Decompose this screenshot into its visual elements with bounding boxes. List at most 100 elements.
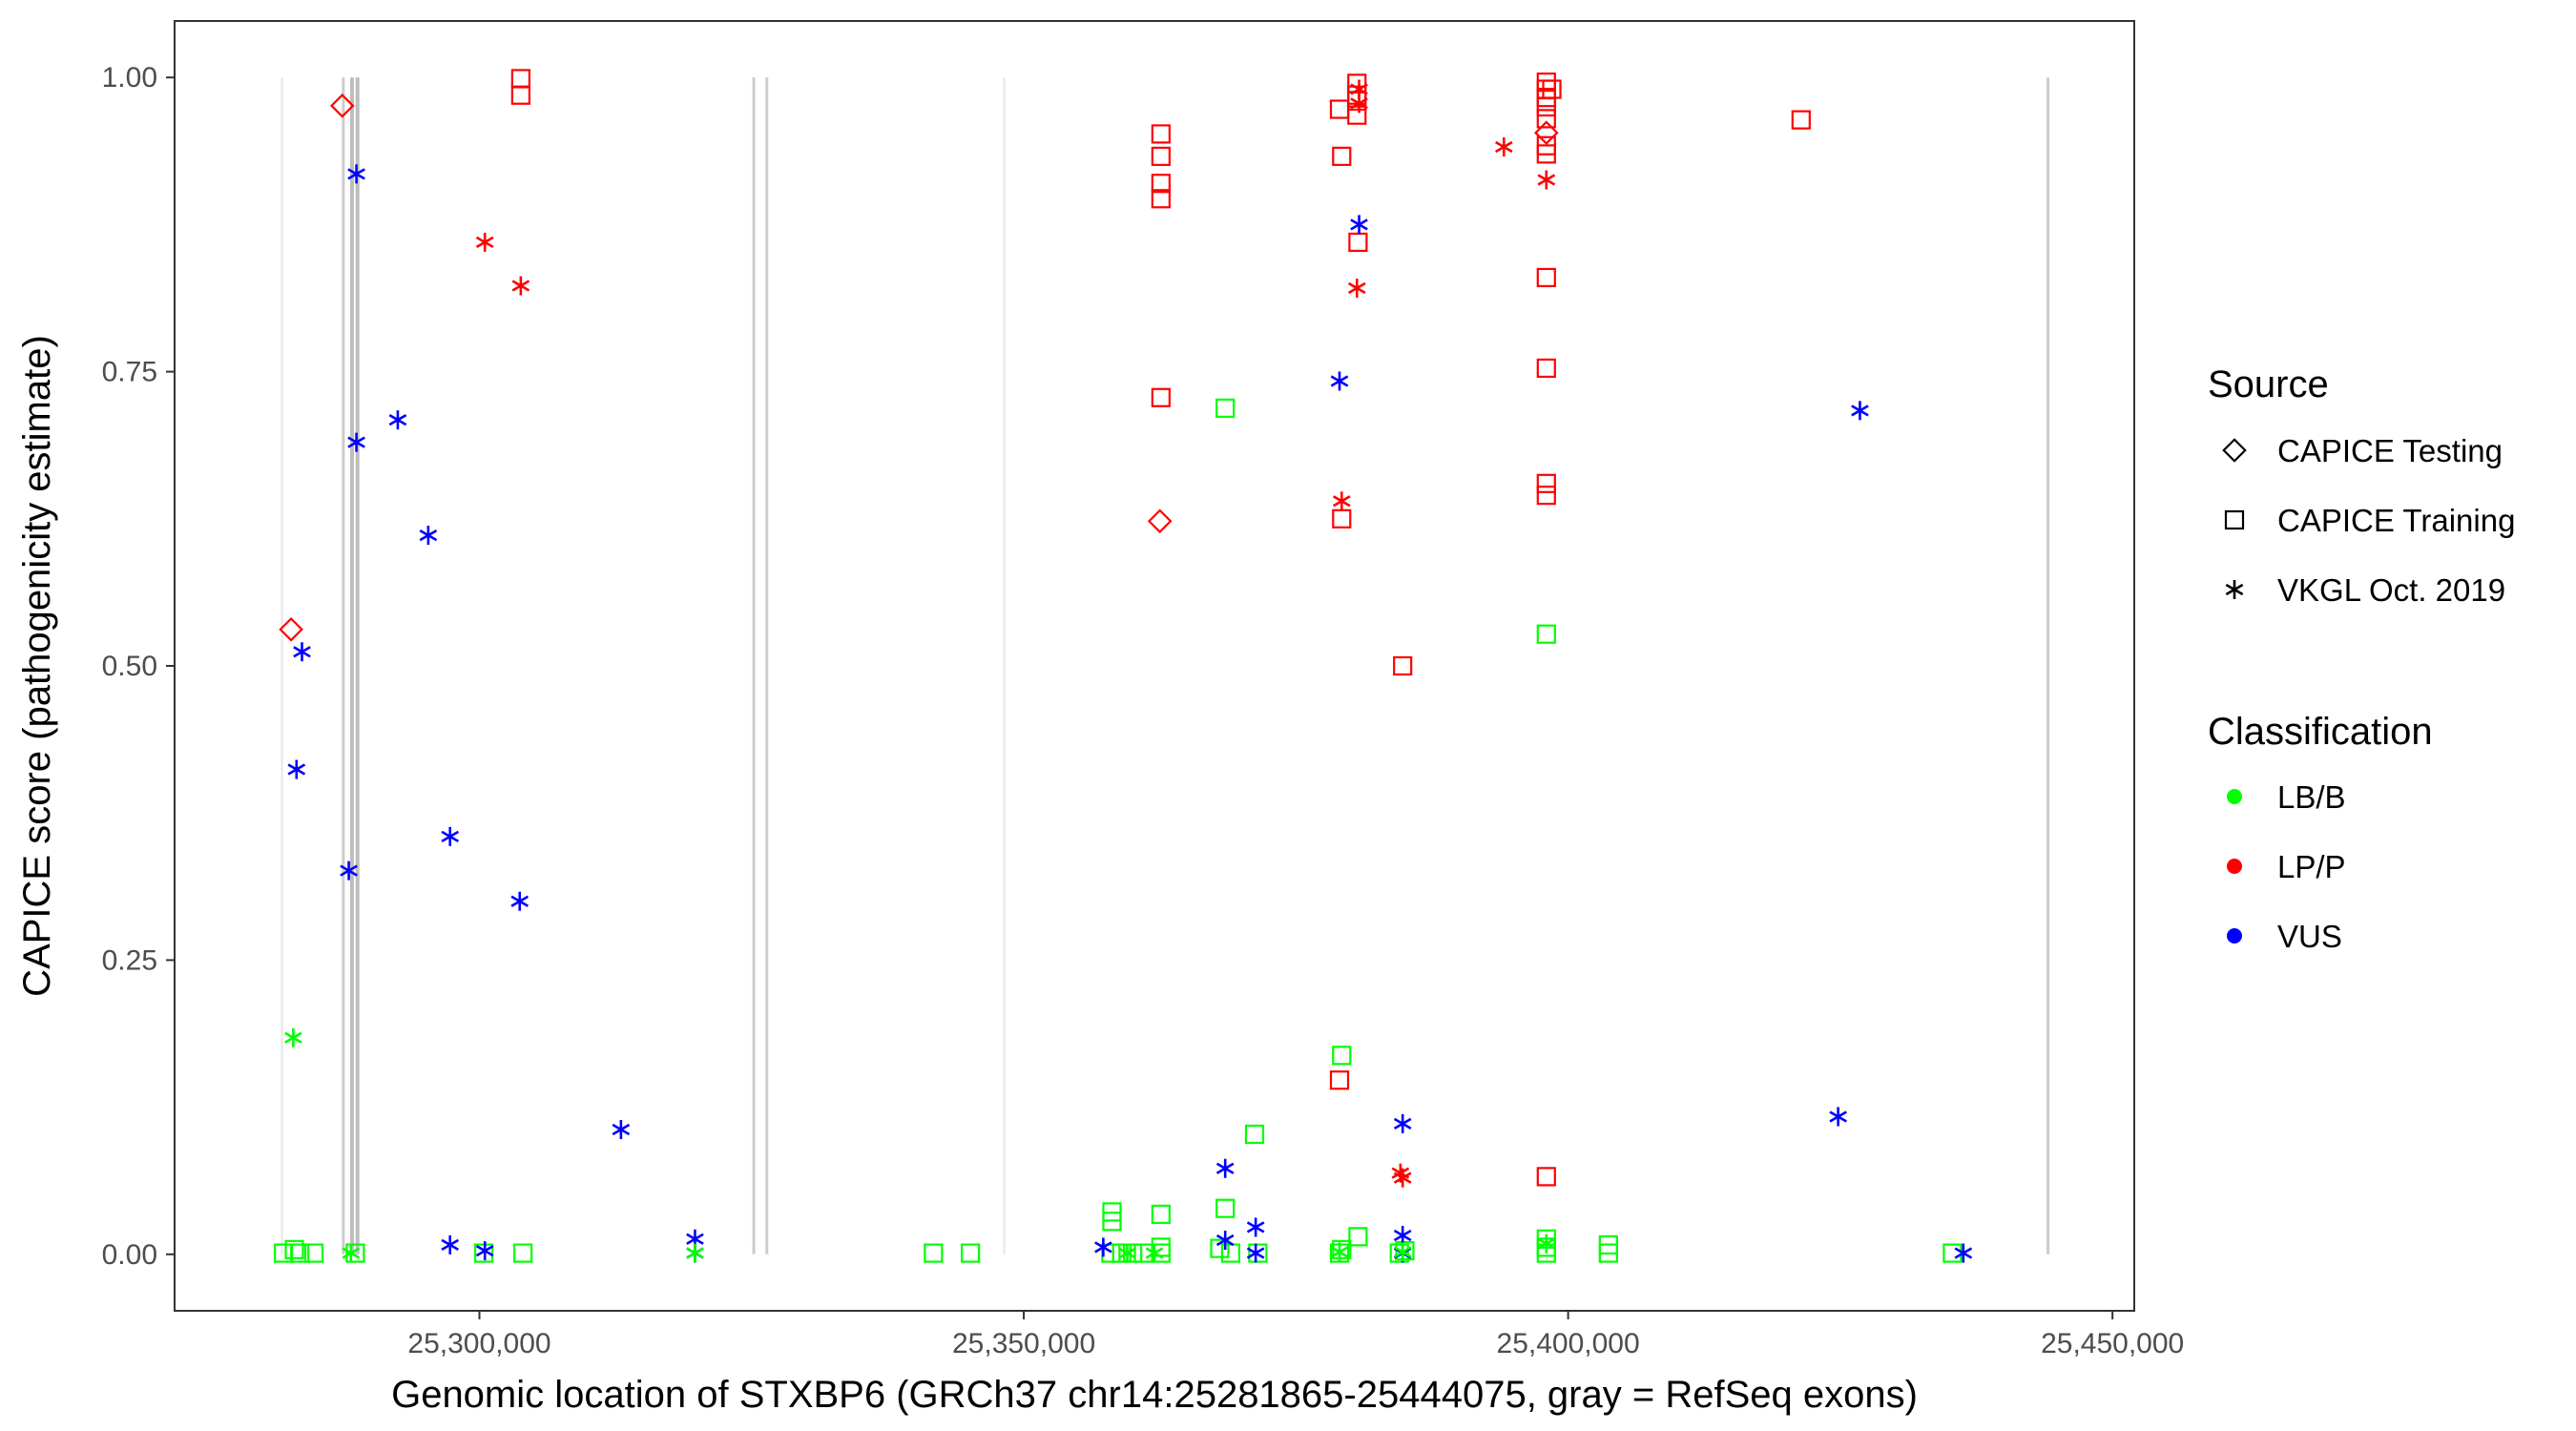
legend-source-label: CAPICE Testing xyxy=(2277,433,2503,468)
x-tick-label: 25,450,000 xyxy=(2041,1328,2184,1359)
data-point xyxy=(347,164,365,184)
legend-dot-icon xyxy=(2227,928,2242,944)
data-point xyxy=(1347,279,1366,299)
data-point xyxy=(1536,1167,1556,1187)
data-point xyxy=(1215,1158,1235,1178)
data-point xyxy=(1151,146,1171,166)
data-point xyxy=(1332,491,1351,511)
data-point xyxy=(612,1120,631,1140)
data-point xyxy=(1151,1204,1171,1224)
data-point xyxy=(1350,93,1368,114)
data-point xyxy=(1330,1242,1349,1262)
data-point xyxy=(1537,170,1556,190)
data-point xyxy=(1094,1237,1112,1257)
data-point xyxy=(511,276,530,296)
x-axis: 25,300,000 25,350,000 25,400,000 25,450,000 xyxy=(407,1311,2184,1359)
data-point xyxy=(1246,1243,1265,1263)
data-point xyxy=(1215,1198,1236,1218)
data-point xyxy=(1350,215,1368,235)
data-point xyxy=(1248,1243,1268,1263)
data-point xyxy=(1215,1230,1235,1250)
data-point xyxy=(303,1243,324,1263)
y-axis-title: CAPICE score (pathogenicity estimate) xyxy=(16,335,58,997)
data-point xyxy=(284,1027,302,1047)
legend-square-icon xyxy=(2224,509,2245,530)
data-point xyxy=(1536,267,1556,288)
data-point xyxy=(1118,1243,1136,1263)
data-point xyxy=(475,1241,494,1261)
x-tick-label: 25,400,000 xyxy=(1497,1328,1640,1359)
legend-classification-items: LB/B LP/P VUS xyxy=(2227,779,2346,954)
data-point xyxy=(924,1243,944,1263)
data-point xyxy=(1536,109,1556,129)
data-point xyxy=(1536,358,1556,379)
data-point xyxy=(513,1243,533,1263)
data-point xyxy=(1151,387,1171,407)
legend-source-title: Source xyxy=(2208,363,2329,405)
data-point xyxy=(1348,1227,1368,1247)
legend-dot-icon xyxy=(2227,789,2242,804)
data-point xyxy=(1145,1243,1164,1263)
data-point xyxy=(1791,110,1811,130)
data-point xyxy=(510,891,530,911)
data-point xyxy=(284,1239,304,1259)
data-point xyxy=(686,1243,704,1263)
legend-dot-icon xyxy=(2227,859,2242,874)
data-point xyxy=(1215,398,1236,418)
legend-diamond-icon xyxy=(2222,438,2247,463)
data-point xyxy=(1210,1238,1230,1258)
data-point xyxy=(1536,473,1556,493)
data-point xyxy=(345,1243,365,1263)
data-point xyxy=(441,1234,460,1255)
data-point xyxy=(510,85,530,105)
data-point xyxy=(388,410,407,430)
data-point xyxy=(287,759,306,779)
data-point xyxy=(329,93,355,118)
data-point xyxy=(1851,401,1869,421)
legend-source-items: CAPICE Testing CAPICE Training VKGL Oct. 2… xyxy=(2222,433,2515,608)
data-point xyxy=(1536,624,1556,644)
data-point xyxy=(1598,1243,1618,1263)
data-point xyxy=(1151,174,1171,194)
data-point xyxy=(347,432,365,452)
legend-classification-label: LP/P xyxy=(2277,849,2346,884)
data-point xyxy=(1536,96,1556,117)
exon-lines xyxy=(280,77,2050,1255)
legend-classification-item: LP/P xyxy=(2227,849,2346,884)
data-point xyxy=(1393,1113,1412,1133)
data-point xyxy=(1151,124,1171,144)
data-point xyxy=(1533,120,1559,145)
data-point xyxy=(1393,1242,1412,1262)
legend-source-label: CAPICE Training xyxy=(2277,503,2515,538)
data-point xyxy=(1829,1107,1847,1127)
data-point xyxy=(1347,105,1367,125)
data-point xyxy=(1954,1243,1973,1263)
legend: Source CAPICE Testing CAPICE Training VKGL… xyxy=(2208,363,2515,954)
data-point xyxy=(1102,1212,1122,1232)
data-point xyxy=(340,861,358,881)
legend-classification-label: LB/B xyxy=(2277,779,2346,815)
data-point xyxy=(1123,1243,1143,1263)
y-tick-label: 0.00 xyxy=(102,1239,157,1271)
y-tick-label: 0.75 xyxy=(102,357,157,388)
data-point xyxy=(1536,144,1556,164)
legend-source-item: VKGL Oct. 2019 xyxy=(2225,572,2505,608)
data-point xyxy=(1246,1217,1265,1237)
y-axis: 0.00 0.25 0.50 0.75 1.00 xyxy=(102,62,175,1271)
legend-asterisk-icon xyxy=(2225,580,2244,599)
x-tick-label: 25,300,000 xyxy=(407,1328,551,1359)
data-point xyxy=(1332,1046,1352,1066)
legend-classification-label: VUS xyxy=(2277,919,2342,954)
legend-source-item: CAPICE Training xyxy=(2224,503,2515,538)
data-point xyxy=(1147,508,1173,534)
data-point xyxy=(1151,189,1171,209)
data-point xyxy=(441,826,460,846)
y-tick-label: 1.00 xyxy=(102,62,157,93)
data-point xyxy=(1330,371,1349,391)
x-axis-title: Genomic location of STXBP6 (GRCh37 chr14… xyxy=(391,1374,1918,1416)
data-points xyxy=(274,69,1973,1263)
data-point xyxy=(279,616,303,642)
